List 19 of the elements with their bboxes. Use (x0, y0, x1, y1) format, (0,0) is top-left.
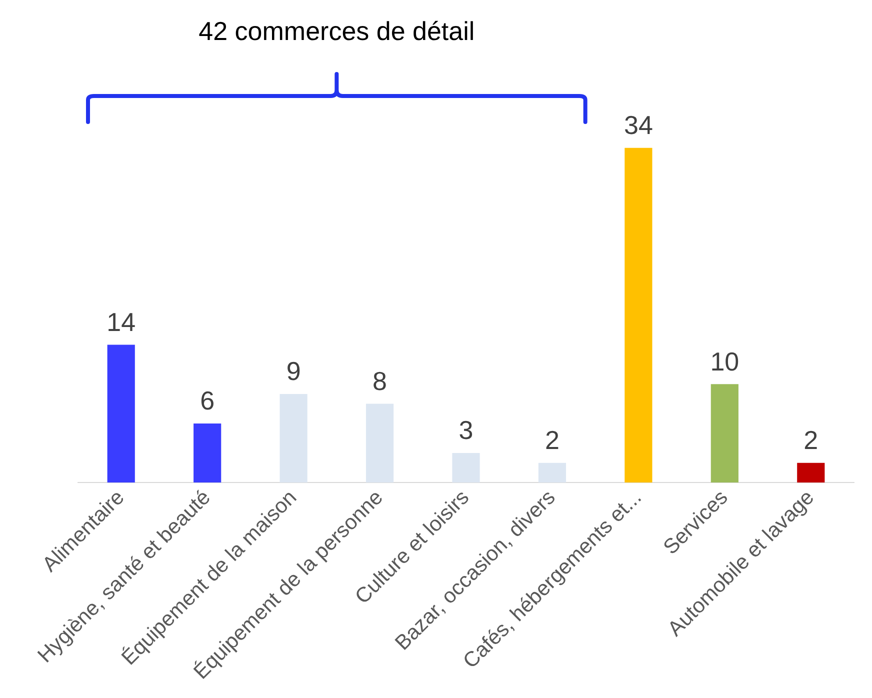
bar (797, 462, 825, 483)
data-label: 6 (200, 386, 215, 416)
data-label: 34 (624, 110, 653, 140)
data-label: 2 (544, 425, 560, 456)
data-label: 10 (710, 346, 740, 376)
bar (194, 423, 222, 483)
bar (624, 148, 652, 483)
data-label: 9 (286, 356, 301, 386)
data-label: 3 (458, 415, 474, 446)
bar (452, 453, 480, 483)
data-label: 2 (804, 425, 818, 456)
data-label: 14 (106, 306, 136, 337)
bar (280, 394, 308, 483)
text: 42 commerces de détail (198, 16, 475, 46)
bar (107, 344, 135, 483)
bar (366, 404, 394, 483)
bar (538, 462, 566, 483)
data-label: 8 (372, 366, 388, 396)
bar (710, 384, 738, 483)
